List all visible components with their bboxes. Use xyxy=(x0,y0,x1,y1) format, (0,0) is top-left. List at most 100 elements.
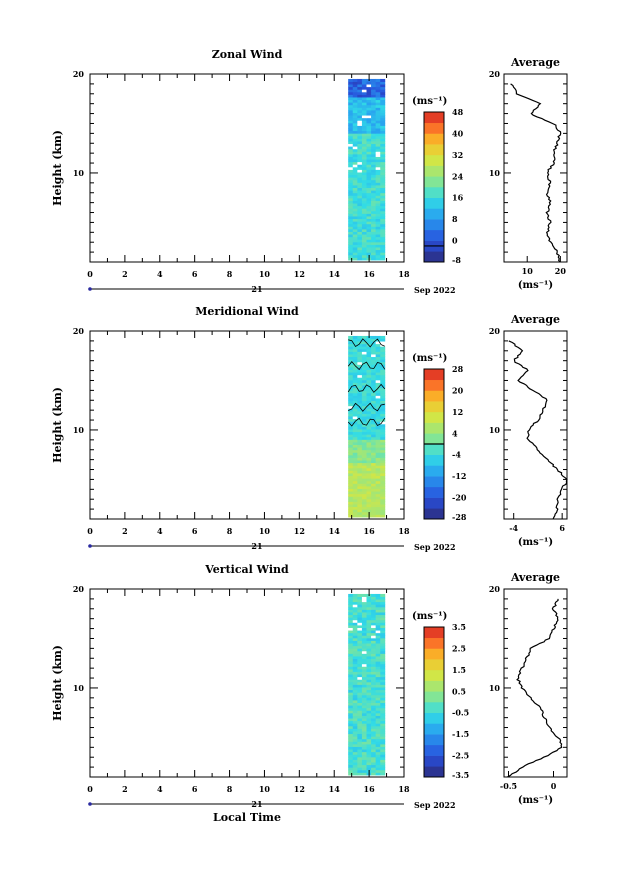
heatmap-cell xyxy=(375,718,381,722)
heatmap-cell xyxy=(361,504,367,508)
heatmap-cell xyxy=(348,418,354,422)
heatmap-cell xyxy=(366,195,372,199)
heatmap-cell xyxy=(361,398,367,402)
heatmap-cell xyxy=(375,356,381,360)
heatmap-cell xyxy=(366,498,372,502)
heatmap-cell xyxy=(352,354,358,358)
heatmap-cell xyxy=(352,687,358,691)
heatmap-cell xyxy=(366,668,372,672)
heatmap-cell xyxy=(380,252,386,256)
heatmap-cell xyxy=(348,465,354,469)
heatmap-cell xyxy=(366,172,372,176)
heatmap-cell xyxy=(375,341,381,345)
heatmap-cell xyxy=(352,241,358,245)
heatmap-cell xyxy=(375,169,381,173)
heatmap-cell xyxy=(366,99,372,103)
x-tick-label: 2 xyxy=(122,526,128,536)
heatmap-cell xyxy=(380,410,386,414)
heatmap-cell xyxy=(375,738,381,742)
colorbar-tick-label: 0 xyxy=(452,236,458,246)
heatmap-cell xyxy=(361,751,367,755)
heatmap-cell xyxy=(375,192,381,196)
heatmap-cell xyxy=(375,454,381,458)
heatmap-cell xyxy=(352,197,358,201)
heatmap-cell xyxy=(380,754,386,758)
heatmap-cell xyxy=(348,187,354,191)
heatmap-cell xyxy=(361,488,367,492)
heatmap-cell xyxy=(375,756,381,760)
heatmap-cell xyxy=(361,379,367,383)
heatmap-cell xyxy=(371,617,377,621)
profile-y-tick-label: 10 xyxy=(489,425,501,435)
heatmap-cell xyxy=(348,115,354,119)
date-marker xyxy=(88,287,92,291)
heatmap-cell xyxy=(375,208,381,212)
heatmap-cell xyxy=(348,398,354,402)
heatmap-cell xyxy=(375,398,381,402)
heatmap-cell xyxy=(352,377,358,381)
heatmap-cell xyxy=(366,439,372,443)
heatmap-cell xyxy=(348,700,354,703)
heatmap-cell xyxy=(380,369,386,373)
heatmap-cell xyxy=(357,216,363,220)
heatmap-cell xyxy=(380,166,386,170)
heatmap-cell xyxy=(352,728,358,732)
heatmap-cell xyxy=(371,182,377,186)
heatmap-cell xyxy=(361,351,367,355)
heatmap-cell xyxy=(375,247,381,251)
heatmap-cell xyxy=(357,442,363,445)
heatmap-cell xyxy=(375,252,381,256)
heatmap-cell xyxy=(366,720,372,724)
heatmap-cell xyxy=(371,130,377,134)
heatmap-cell xyxy=(348,622,354,626)
heatmap-cell xyxy=(352,467,358,471)
heatmap-cell xyxy=(357,689,363,693)
heatmap-cell xyxy=(352,249,358,253)
heatmap-cell xyxy=(366,361,372,365)
heatmap-cell xyxy=(357,460,363,464)
heatmap-cell xyxy=(366,454,372,458)
heatmap-cell xyxy=(357,190,363,194)
heatmap-cell xyxy=(371,772,377,776)
heatmap-cell xyxy=(375,689,381,693)
heatmap-cell xyxy=(361,725,367,729)
heatmap-cell xyxy=(348,249,354,253)
heatmap-cell xyxy=(380,491,386,495)
heatmap-cell xyxy=(380,707,386,711)
heatmap-cell xyxy=(375,179,381,183)
heatmap-cell xyxy=(352,143,358,147)
heatmap-cell xyxy=(366,648,372,652)
heatmap-cell xyxy=(380,480,386,484)
heatmap-cell xyxy=(380,465,386,469)
contour-line xyxy=(347,360,386,371)
heatmap-cell xyxy=(375,78,381,82)
colorbar-tick-label: -3.5 xyxy=(452,770,469,780)
heatmap-cell xyxy=(371,754,377,758)
heatmap-cell xyxy=(366,190,372,194)
heatmap-cell xyxy=(380,738,386,742)
heatmap-cell xyxy=(348,759,354,763)
heatmap-cell xyxy=(380,335,386,339)
heatmap-cell xyxy=(348,733,354,737)
heatmap-cell xyxy=(348,372,354,376)
heatmap-cell xyxy=(366,141,372,145)
heatmap-cell xyxy=(371,429,377,433)
heatmap-cell xyxy=(366,718,372,722)
heatmap-cell xyxy=(380,151,386,155)
heatmap-cell xyxy=(361,247,367,251)
heatmap-cell xyxy=(366,457,372,461)
heatmap-cell xyxy=(357,674,363,678)
contour-lines xyxy=(347,338,386,427)
heatmap-cell xyxy=(380,488,386,492)
heatmap-cell xyxy=(348,421,354,425)
heatmap-cell xyxy=(348,751,354,755)
heatmap-cell xyxy=(348,731,354,735)
heatmap-cell xyxy=(366,379,372,383)
heatmap-cell xyxy=(375,109,381,113)
heatmap-cell xyxy=(361,164,367,168)
heatmap-cell xyxy=(352,746,358,750)
heatmap-cell xyxy=(366,382,372,386)
heatmap-cell xyxy=(361,226,367,230)
heatmap-cell xyxy=(371,632,377,636)
heatmap-cell xyxy=(375,498,381,502)
